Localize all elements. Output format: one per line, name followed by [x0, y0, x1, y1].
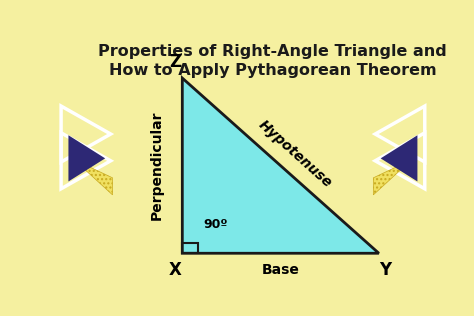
Polygon shape — [74, 160, 112, 195]
Text: Perpendicular: Perpendicular — [150, 111, 164, 221]
Bar — [182, 243, 198, 253]
Polygon shape — [381, 135, 418, 181]
Text: Base: Base — [262, 263, 300, 277]
Text: Properties of Right-Angle Triangle and
How to Apply Pythagorean Theorem: Properties of Right-Angle Triangle and H… — [98, 44, 447, 78]
Text: Hypotenuse: Hypotenuse — [256, 117, 335, 190]
Text: 90º: 90º — [203, 217, 228, 231]
Polygon shape — [68, 135, 105, 181]
Text: Z: Z — [169, 53, 182, 71]
Polygon shape — [374, 160, 412, 195]
Polygon shape — [182, 78, 379, 253]
Text: X: X — [169, 261, 182, 279]
Text: Y: Y — [379, 261, 392, 279]
